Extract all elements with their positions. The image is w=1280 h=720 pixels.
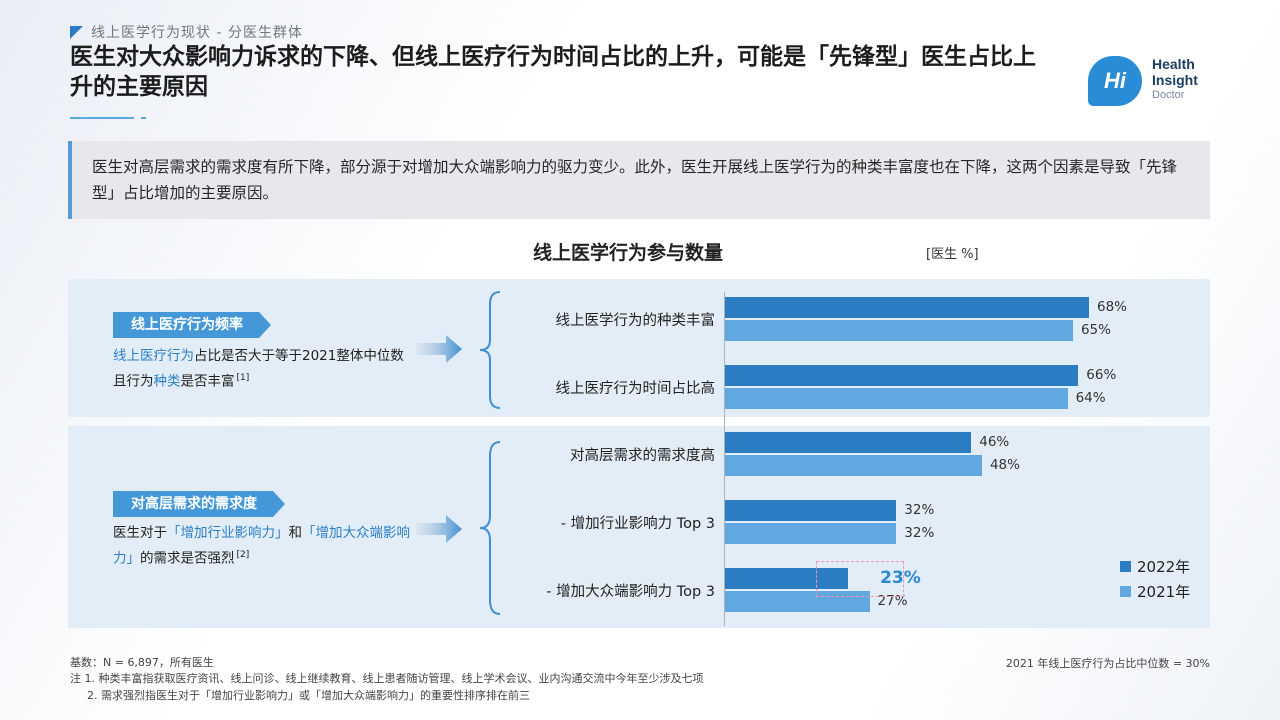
bar-2022 — [725, 500, 897, 521]
legend-item-2021: 2021年 — [1120, 581, 1190, 602]
bar-2022 — [725, 432, 972, 453]
category-label: 对高层需求的需求度高 — [570, 448, 715, 464]
chart-axis — [724, 292, 725, 626]
category-label: - 增加行业影响力 Top 3 — [560, 516, 715, 532]
logo-mark: Hi — [1104, 68, 1126, 93]
category-label: 线上医学行为的种类丰富 — [555, 313, 716, 329]
desc-highlight: 「增加行业影响力」 — [167, 525, 289, 541]
chart-unit: [医生 %] — [926, 247, 979, 262]
section-tag-label: 线上医学行为现状 - 分医生群体 — [91, 25, 303, 41]
logo-word-insight: Insight — [1152, 72, 1198, 88]
desc-text: 的需求是否强烈 — [140, 550, 235, 567]
logo-word-health: Health — [1152, 56, 1195, 72]
legend-item-2022: 2022年 — [1120, 556, 1190, 577]
category-label: - 增加大众端影响力 Top 3 — [546, 584, 715, 600]
arrow-right-icon — [416, 515, 462, 543]
bar-2022 — [725, 568, 849, 589]
chart-title: 线上医学行为参与数量 — [533, 242, 724, 264]
desc-demand: 医生对于「增加行业影响力」和「增加大众端影响力」的需求是否强烈 [2] — [113, 522, 413, 570]
desc-text: 医生对于 — [113, 525, 167, 541]
highlight-box — [816, 561, 904, 597]
bar-2021 — [725, 388, 1068, 409]
data-label: 23% — [880, 568, 921, 588]
footnote-ref: [1] — [236, 373, 250, 383]
health-insight-logo: Hi Health Insight Doctor — [1088, 52, 1218, 108]
data-label: 64% — [1075, 390, 1106, 406]
desc-frequency: 线上医疗行为占比是否大于等于2021整体中位数且行为种类是否丰富 [1] — [113, 345, 413, 393]
data-label: 32% — [904, 502, 935, 518]
logo-bubble-icon: Hi — [1088, 56, 1142, 106]
footnote-ref: [2] — [236, 550, 250, 560]
footnote-median: 2021 年线上医疗行为占比中位数 = 30% — [1005, 657, 1210, 670]
desc-text: 和 — [288, 525, 303, 541]
footnote-2: 2. 需求强烈指医生对于「增加行业影响力」或「增加大众端影响力」的重要性排序排在… — [87, 689, 530, 702]
category-label: 线上医疗行为时间占比高 — [555, 381, 716, 397]
brace-icon — [479, 441, 501, 615]
legend-swatch-2021 — [1120, 586, 1131, 597]
page-title: 医生对大众影响力诉求的下降、但线上医疗行为时间占比的上升，可能是「先锋型」医生占… — [70, 44, 1036, 100]
legend-label-2021: 2021年 — [1137, 583, 1191, 601]
footnote-1: 注 1. 种类丰富指获取医疗资讯、线上问诊、线上继续教育、线上患者随访管理、线上… — [70, 672, 704, 685]
desc-text: 是否丰富 — [180, 373, 235, 390]
legend-swatch-2022 — [1120, 561, 1131, 572]
bar-2021 — [725, 455, 982, 476]
desc-text: 占比是否大于等于2021整体中位数且行为 — [113, 348, 404, 390]
arrow-right-icon — [416, 335, 462, 363]
bar-2021 — [725, 320, 1073, 341]
data-label: 32% — [904, 525, 935, 541]
logo-word-doctor: Doctor — [1152, 89, 1185, 101]
data-label: 27% — [877, 593, 908, 609]
section-tag: 线上医学行为现状 - 分医生群体 — [70, 22, 303, 42]
data-label: 66% — [1086, 367, 1117, 383]
desc-highlight: 种类 — [153, 373, 181, 390]
section-marker-icon — [70, 25, 83, 39]
title-underline — [70, 117, 134, 119]
data-label: 68% — [1097, 299, 1128, 315]
desc-highlight: 「增加大众端影响力」 — [113, 525, 410, 567]
data-label: 46% — [979, 434, 1010, 450]
data-label: 65% — [1080, 322, 1111, 338]
summary-callout: 医生对高层需求的需求度有所下降，部分源于对增加大众端影响力的驱力变少。此外，医生… — [68, 141, 1210, 219]
brace-icon — [479, 291, 501, 409]
bar-2021 — [725, 523, 897, 544]
panel-demand — [68, 426, 1210, 628]
bar-2022 — [725, 297, 1089, 318]
pill-demand: 对高层需求的需求度 — [113, 491, 285, 517]
data-label: 48% — [989, 457, 1020, 473]
title-underline-dot — [141, 117, 146, 119]
bar-2022 — [725, 365, 1079, 386]
legend-label-2022: 2022年 — [1137, 558, 1191, 576]
footnote-base: 基数：N = 6,897，所有医生 — [70, 656, 214, 669]
desc-highlight: 线上医疗行为 — [113, 348, 194, 364]
pill-frequency: 线上医疗行为频率 — [113, 312, 271, 338]
